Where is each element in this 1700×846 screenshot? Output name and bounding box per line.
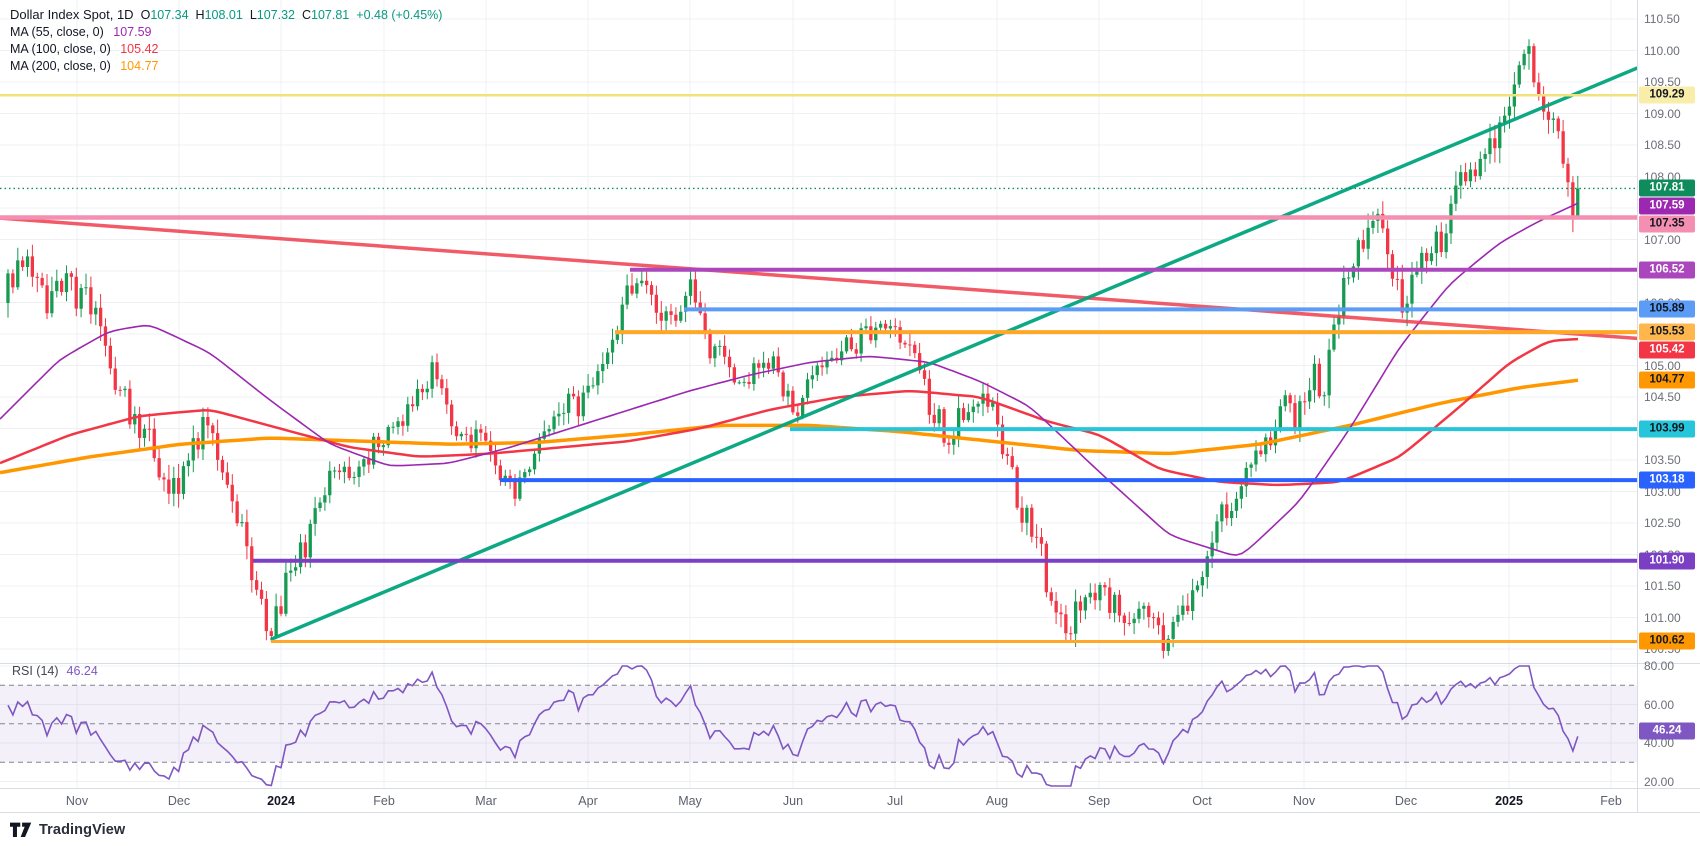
price-axis-label: 102.50 [1644, 516, 1681, 530]
time-axis-label-Aug: Aug [985, 794, 1009, 808]
ma200-legend-row[interactable]: MA (200, close, 0) 104.77 [10, 58, 442, 75]
ma100-legend-row[interactable]: MA (100, close, 0) 105.42 [10, 41, 442, 58]
ma200-value: 104.77 [120, 59, 159, 73]
price-badge-105.42: 105.42 [1639, 341, 1695, 359]
ohlc-values: O107.34 H108.01 L107.32 C107.81 [134, 8, 350, 22]
ohlc-value-H: 108.01 [204, 8, 243, 22]
time-axis-label-Mar: Mar [475, 794, 497, 808]
price-badge-103.99: 103.99 [1639, 420, 1695, 438]
time-axis-label-Sep: Sep [1087, 794, 1111, 808]
rsi-line [7, 665, 1579, 787]
price-axis-label: 101.50 [1644, 579, 1681, 593]
price-badge-105.89: 105.89 [1639, 300, 1695, 318]
symbol-title[interactable]: Dollar Index Spot, 1D [10, 7, 134, 22]
price-axis-label: 108.50 [1644, 138, 1681, 152]
time-axis-label-Jul: Jul [887, 794, 903, 808]
price-badge-106.52: 106.52 [1639, 261, 1695, 279]
price-badge-101.90: 101.90 [1639, 552, 1695, 570]
rsi-legend[interactable]: RSI (14) 46.24 [12, 664, 98, 678]
price-badge-107.81: 107.81 [1639, 179, 1695, 197]
trendlines [0, 66, 1637, 641]
ma200-label: MA (200, close, 0) [10, 59, 111, 73]
tradingview-logo[interactable]: TradingView [10, 821, 125, 839]
time-axis-label-May: May [678, 794, 702, 808]
rsi-axis-label: 40.00 [1644, 736, 1675, 750]
time-axis-label-Apr: Apr [578, 794, 598, 808]
rsi-value: 46.24 [66, 664, 98, 678]
price-axis-label: 107.00 [1644, 232, 1681, 247]
tradingview-logo-icon [10, 822, 32, 837]
price-axis-label: 110.00 [1644, 43, 1680, 58]
ohlc-key-O: O [140, 8, 151, 22]
ma55-label: MA (55, close, 0) [10, 25, 104, 39]
price-axis[interactable] [1638, 0, 1700, 812]
time-axis-label-2024: 2024 [267, 794, 295, 808]
rsi-label: RSI (14) [12, 664, 59, 678]
price-axis-label: 104.50 [1644, 390, 1681, 404]
time-axis-label-Nov: Nov [65, 794, 89, 808]
rsi-value-badge: 46.24 [1639, 722, 1695, 740]
rsi-axis-label: 80.00 [1644, 659, 1675, 673]
ohlc-key-C: C [302, 8, 312, 22]
price-axis-label: 105.00 [1644, 358, 1681, 373]
time-axis-label-Oct: Oct [1192, 794, 1212, 808]
price-badge-100.62: 100.62 [1639, 632, 1695, 650]
main-legend: Dollar Index Spot, 1D O107.34 H108.01 L107.… [10, 6, 442, 75]
time-axis-label-Jun: Jun [782, 794, 804, 808]
price-change: +0.48 (+0.45%) [356, 8, 443, 22]
time-axis-label-2025: 2025 [1495, 794, 1523, 808]
ascending-support [270, 66, 1637, 641]
time-axis-label-Feb: Feb [1600, 794, 1622, 808]
price-axis-label: 110.50 [1644, 12, 1680, 26]
ma100-value: 105.42 [120, 42, 159, 56]
time-axis-label-Nov: Nov [1292, 794, 1316, 808]
time-axis-label-Dec: Dec [167, 794, 191, 808]
rsi-plot [7, 665, 1579, 787]
descending-resistance [0, 216, 1637, 341]
footer-bar: TradingView [0, 813, 1700, 846]
time-axis-label-Feb: Feb [373, 794, 395, 808]
time-axis-label-Dec: Dec [1394, 794, 1418, 808]
gridlines [0, 0, 1637, 788]
price-axis-label: 109.50 [1644, 75, 1681, 89]
ohlc-value-O: 107.34 [150, 8, 189, 22]
ma55-legend-row[interactable]: MA (55, close, 0) 107.59 [10, 24, 442, 41]
ma55-value: 107.59 [113, 25, 152, 39]
ma200-line [0, 378, 1579, 475]
ohlc-key-H: H [195, 8, 205, 22]
price-axis-label: 103.50 [1644, 453, 1681, 467]
price-badge-107.59: 107.59 [1639, 197, 1695, 215]
price-badge-109.29: 109.29 [1639, 86, 1695, 104]
ohlc-value-L: 107.32 [256, 8, 295, 22]
price-badge-107.35: 107.35 [1639, 215, 1695, 233]
ma100-line [0, 337, 1579, 487]
ohlc-key-L: L [249, 8, 257, 22]
price-axis-label: 101.00 [1644, 610, 1681, 625]
ma100-label: MA (100, close, 0) [10, 42, 111, 56]
time-axis[interactable] [0, 787, 1637, 812]
ohlc-value-C: 107.81 [311, 8, 350, 22]
price-badge-105.53: 105.53 [1639, 323, 1695, 341]
level-lines [0, 93, 1637, 643]
rsi-axis-label: 20.00 [1644, 774, 1675, 789]
price-badge-103.18: 103.18 [1639, 471, 1695, 489]
price-axis-label: 109.00 [1644, 106, 1681, 121]
rsi-axis-label: 60.00 [1644, 697, 1675, 712]
price-badge-104.77: 104.77 [1639, 371, 1695, 389]
tradingview-brand-text: TradingView [39, 821, 126, 838]
